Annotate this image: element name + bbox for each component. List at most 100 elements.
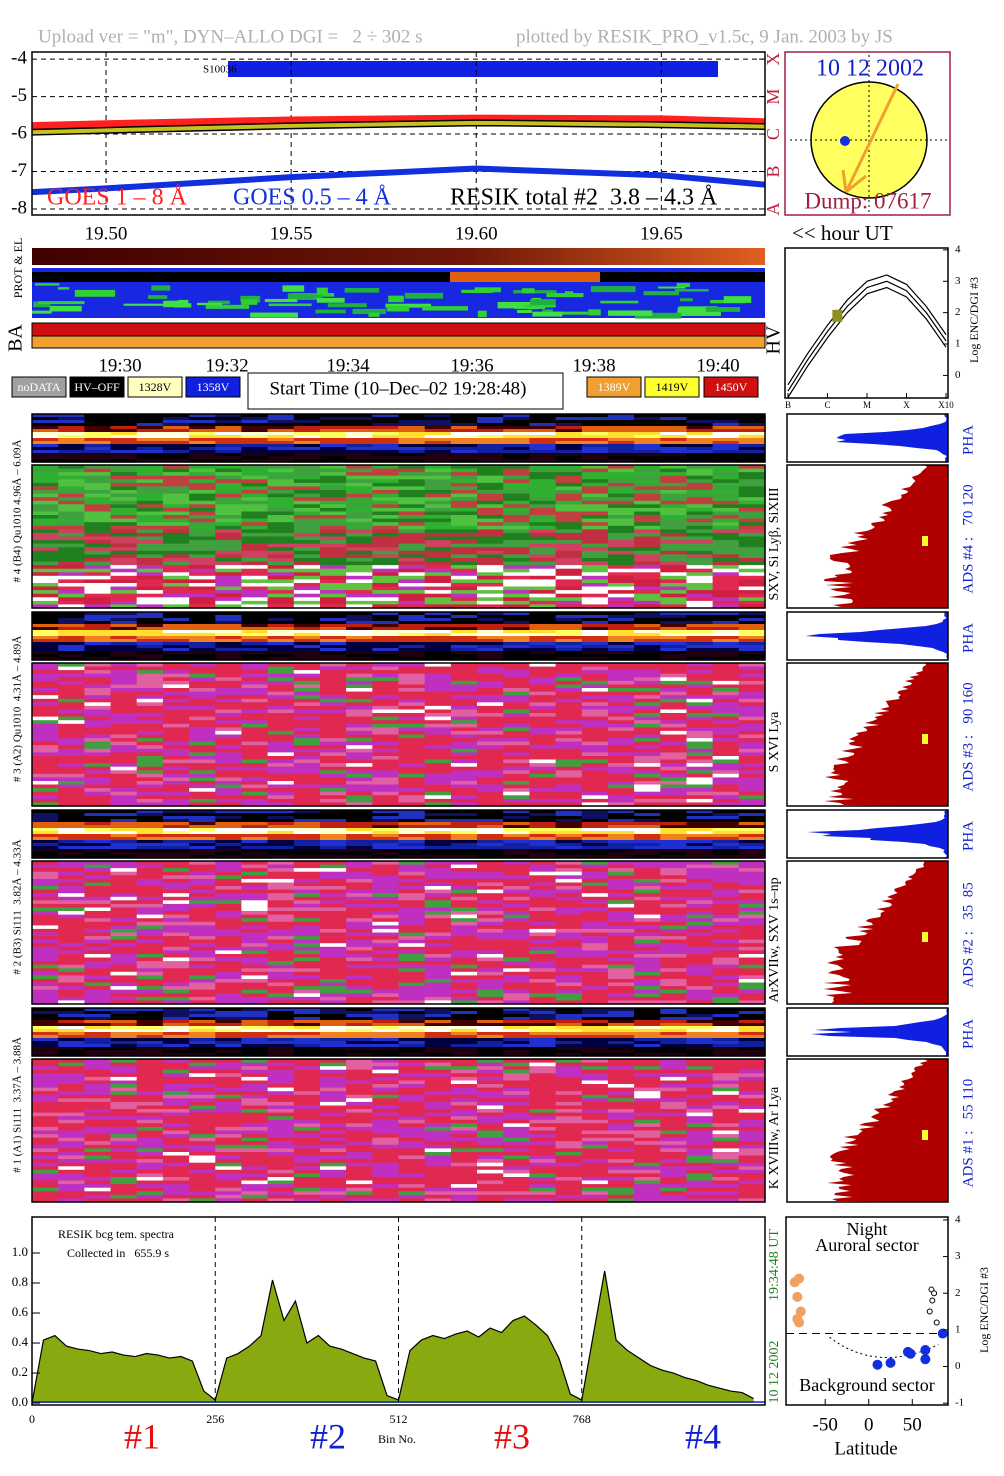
heatmap-cell <box>215 417 243 421</box>
heatmap-cell <box>712 698 740 703</box>
heatmap-cell <box>607 993 635 998</box>
heatmap-cell <box>189 453 216 457</box>
heatmap-cell <box>712 791 740 796</box>
heatmap-cell <box>32 875 59 880</box>
heatmap-cell <box>267 691 295 696</box>
heatmap-cell <box>686 688 714 693</box>
heatmap-cell <box>503 745 530 750</box>
heatmap-cell <box>477 680 504 686</box>
heatmap-cell <box>607 900 635 905</box>
heatmap-cell <box>686 500 714 505</box>
heatmap-cell <box>267 663 295 668</box>
heatmap-cell <box>581 426 609 430</box>
heatmap-cell <box>581 583 609 588</box>
heatmap-cell <box>110 654 138 658</box>
heatmap-cell <box>477 996 504 1002</box>
heatmap-cell <box>529 773 557 778</box>
heatmap-cell <box>32 612 59 616</box>
heatmap-cell <box>477 868 504 873</box>
heatmap-cell <box>372 612 400 616</box>
heatmap-cell <box>293 968 321 973</box>
heatmap-cell <box>738 525 766 530</box>
heatmap-cell <box>424 810 452 814</box>
heatmap-cell <box>712 928 740 934</box>
heatmap-cell <box>32 621 59 625</box>
heatmap-cell <box>58 889 85 894</box>
heatmap-cell <box>215 705 243 711</box>
heatmap-cell <box>424 961 452 966</box>
heatmap-cell <box>293 561 321 566</box>
heatmap-cell <box>58 781 85 786</box>
heatmap-cell <box>634 716 661 721</box>
heatmap-cell <box>529 684 557 689</box>
heatmap-cell <box>581 624 609 628</box>
heatmap-cell <box>477 791 504 796</box>
heatmap-cell <box>58 727 85 732</box>
heatmap-cell <box>58 871 85 876</box>
heatmap-cell <box>110 465 138 470</box>
heatmap-cell <box>346 465 373 470</box>
heatmap-cell <box>189 642 216 646</box>
heatmap-cell <box>136 453 164 457</box>
heatmap-cell <box>241 540 269 545</box>
heatmap-cell <box>424 657 452 661</box>
heatmap-cell <box>215 677 243 682</box>
x-tick-label: C <box>824 400 830 410</box>
heatmap-cell <box>162 651 190 655</box>
heatmap-cell <box>712 547 740 552</box>
heatmap-cell <box>581 993 609 998</box>
heatmap-cell <box>477 936 504 941</box>
heatmap-cell <box>738 837 766 841</box>
heatmap-cell <box>634 886 661 891</box>
panel-frame <box>31 464 766 609</box>
heatmap-cell <box>267 695 295 700</box>
heatmap-cell <box>241 918 269 923</box>
heatmap-cell <box>634 429 661 433</box>
heatmap-cell <box>712 468 740 473</box>
heatmap-cell <box>110 612 138 616</box>
heatmap-cell <box>503 600 530 606</box>
heatmap-cell <box>634 989 661 994</box>
heatmap-cell <box>660 896 688 901</box>
heatmap-cell <box>136 670 164 675</box>
heatmap-cell <box>529 720 557 725</box>
heatmap-cell <box>581 770 609 775</box>
heatmap-cell <box>320 828 347 832</box>
heatmap-cell <box>84 621 112 625</box>
heatmap-cell <box>215 752 243 757</box>
heatmap-cell <box>84 435 112 439</box>
heatmap-cell <box>189 450 216 454</box>
heatmap-cell <box>424 996 452 1002</box>
heatmap-cell <box>241 468 269 473</box>
heatmap-cell <box>555 525 583 530</box>
heatmap-cell <box>32 709 59 714</box>
heatmap-cell <box>372 819 400 823</box>
heatmap-cell <box>320 504 347 509</box>
heatmap-cell <box>503 432 530 436</box>
heatmap-cell <box>660 989 688 994</box>
heatmap-cell <box>136 825 164 829</box>
heatmap-cell <box>293 579 321 584</box>
heatmap-cell <box>189 928 216 934</box>
heatmap-cell <box>241 450 269 454</box>
heatmap-cell <box>110 486 138 491</box>
heatmap-cell <box>162 438 190 442</box>
heatmap-cell <box>267 525 295 530</box>
heatmap-cell <box>738 554 766 559</box>
heatmap-cell <box>555 575 583 580</box>
heatmap-cell <box>215 1008 243 1012</box>
heatmap-cell <box>424 777 452 782</box>
heatmap-cell <box>32 971 59 976</box>
heatmap-cell <box>293 426 321 430</box>
heatmap-cell <box>267 864 295 869</box>
heatmap-cell <box>136 752 164 757</box>
heatmap-cell <box>215 630 243 634</box>
heatmap-cell <box>267 734 295 739</box>
heatmap-cell <box>241 759 269 764</box>
heatmap-cell <box>320 975 347 980</box>
heatmap-cell <box>450 939 478 944</box>
status-cell <box>564 291 574 295</box>
heatmap-cell <box>477 840 504 844</box>
heatmap-cell <box>424 968 452 973</box>
heatmap-cell <box>162 957 190 962</box>
